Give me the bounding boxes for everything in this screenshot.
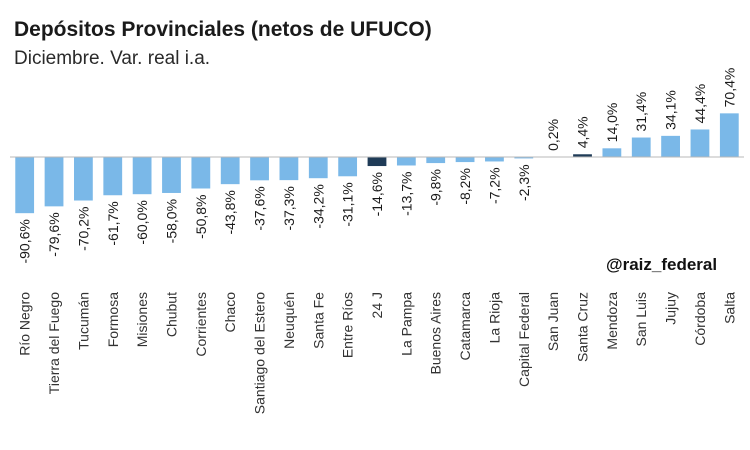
bar-tucuman <box>74 157 93 201</box>
category-label-chaco: Chaco <box>222 292 238 333</box>
category-label-san-luis: San Luis <box>633 292 649 346</box>
category-label-chubut: Chubut <box>163 292 179 337</box>
category-labels-layer: Río Negro Tierra del Fuego Tucumán Formosa M… <box>17 292 738 414</box>
value-label-jujuy: 34,1% <box>663 90 679 130</box>
bar-chaco <box>220 157 240 185</box>
bar-misiones <box>132 157 152 195</box>
bar-neuquen <box>279 157 299 181</box>
category-label-corrientes: Corrientes <box>193 292 209 357</box>
chart-subtitle: Diciembre. Var. real i.a. <box>14 48 211 69</box>
bar-santa-cruz <box>573 154 592 157</box>
bar-santiago-del-estero <box>250 157 269 181</box>
category-label-neuquen: Neuquén <box>281 292 297 349</box>
category-label-tierra-del-fuego: Tierra del Fuego <box>46 292 62 394</box>
category-label-24-j: 24 J <box>369 292 385 318</box>
category-label-la-rioja: La Rioja <box>486 292 502 344</box>
category-label-misiones: Misiones <box>134 292 150 347</box>
value-label-tucuman: -70,2% <box>75 207 91 251</box>
value-label-neuquen: -37,3% <box>281 186 297 230</box>
category-label-buenos-aires: Buenos Aires <box>428 292 444 375</box>
watermark-handle: @raiz_federal <box>606 255 718 274</box>
category-label-santiago-del-estero: Santiago del Estero <box>252 292 268 414</box>
category-label-catamarca: Catamarca <box>457 292 473 361</box>
value-label-buenos-aires: -9,8% <box>428 169 444 206</box>
value-label-rio-negro: -90,6% <box>17 219 33 263</box>
bar-catamarca <box>455 157 475 163</box>
chart-title: Depósitos Provinciales (netos de UFUCO) <box>14 18 432 41</box>
value-label-catamarca: -8,2% <box>457 168 473 205</box>
bar-chubut <box>162 157 181 193</box>
bar-cordoba <box>690 129 710 157</box>
bar-tierra-del-fuego <box>44 157 64 207</box>
bar-jujuy <box>661 135 680 157</box>
bar-buenos-aires <box>426 157 446 164</box>
bar-corrientes <box>191 157 211 189</box>
bar-formosa <box>103 157 123 196</box>
value-label-cordoba: 44,4% <box>692 84 708 124</box>
category-label-rio-negro: Río Negro <box>17 292 33 356</box>
value-label-salta: 70,4% <box>721 68 737 108</box>
value-label-santiago-del-estero: -37,6% <box>252 186 268 230</box>
category-label-capital-federal: Capital Federal <box>516 292 532 387</box>
value-label-santa-fe: -34,2% <box>310 184 326 228</box>
category-label-la-pampa: La Pampa <box>398 292 414 356</box>
category-label-mendoza: Mendoza <box>604 292 620 350</box>
bars-layer <box>15 113 739 214</box>
category-label-santa-cruz: Santa Cruz <box>575 292 591 362</box>
bar-mendoza <box>602 148 622 157</box>
value-labels-layer: -90,6% -79,6% -70,2% -61,7% -60,0% -58,0% -50,… <box>17 68 738 264</box>
value-label-la-pampa: -13,7% <box>398 171 414 215</box>
bar-santa-fe <box>308 157 328 179</box>
bar-la-pampa <box>396 157 416 166</box>
value-label-formosa: -61,7% <box>105 201 121 245</box>
value-label-corrientes: -50,8% <box>193 195 209 239</box>
value-label-san-luis: 31,4% <box>633 92 649 132</box>
category-label-jujuy: Jujuy <box>663 292 679 325</box>
value-label-24-j: -14,6% <box>369 172 385 216</box>
value-label-tierra-del-fuego: -79,6% <box>46 212 62 256</box>
bar-salta <box>719 113 739 157</box>
category-label-formosa: Formosa <box>105 292 121 347</box>
value-label-san-juan: 0,2% <box>545 119 561 151</box>
value-label-la-rioja: -7,2% <box>486 167 502 204</box>
bar-entre-rios <box>338 157 358 177</box>
category-label-tucuman: Tucumán <box>75 292 91 350</box>
category-label-santa-fe: Santa Fe <box>310 292 326 349</box>
bar-la-rioja <box>485 157 504 162</box>
category-label-salta: Salta <box>721 292 737 324</box>
category-label-cordoba: Córdoba <box>692 292 708 346</box>
value-label-capital-federal: -2,3% <box>516 164 532 201</box>
bar-capital-federal <box>514 157 534 159</box>
value-label-misiones: -60,0% <box>134 200 150 244</box>
bar-rio-negro <box>15 157 35 214</box>
bar-24-j <box>367 157 387 167</box>
category-label-san-juan: San Juan <box>545 292 561 351</box>
value-label-entre-rios: -31,1% <box>340 182 356 226</box>
value-label-chubut: -58,0% <box>163 199 179 243</box>
value-label-santa-cruz: 4,4% <box>575 116 591 148</box>
value-label-mendoza: 14,0% <box>604 103 620 143</box>
category-label-entre-rios: Entre Ríos <box>340 292 356 358</box>
bar-san-luis <box>631 137 651 157</box>
value-label-chaco: -43,8% <box>222 190 238 234</box>
